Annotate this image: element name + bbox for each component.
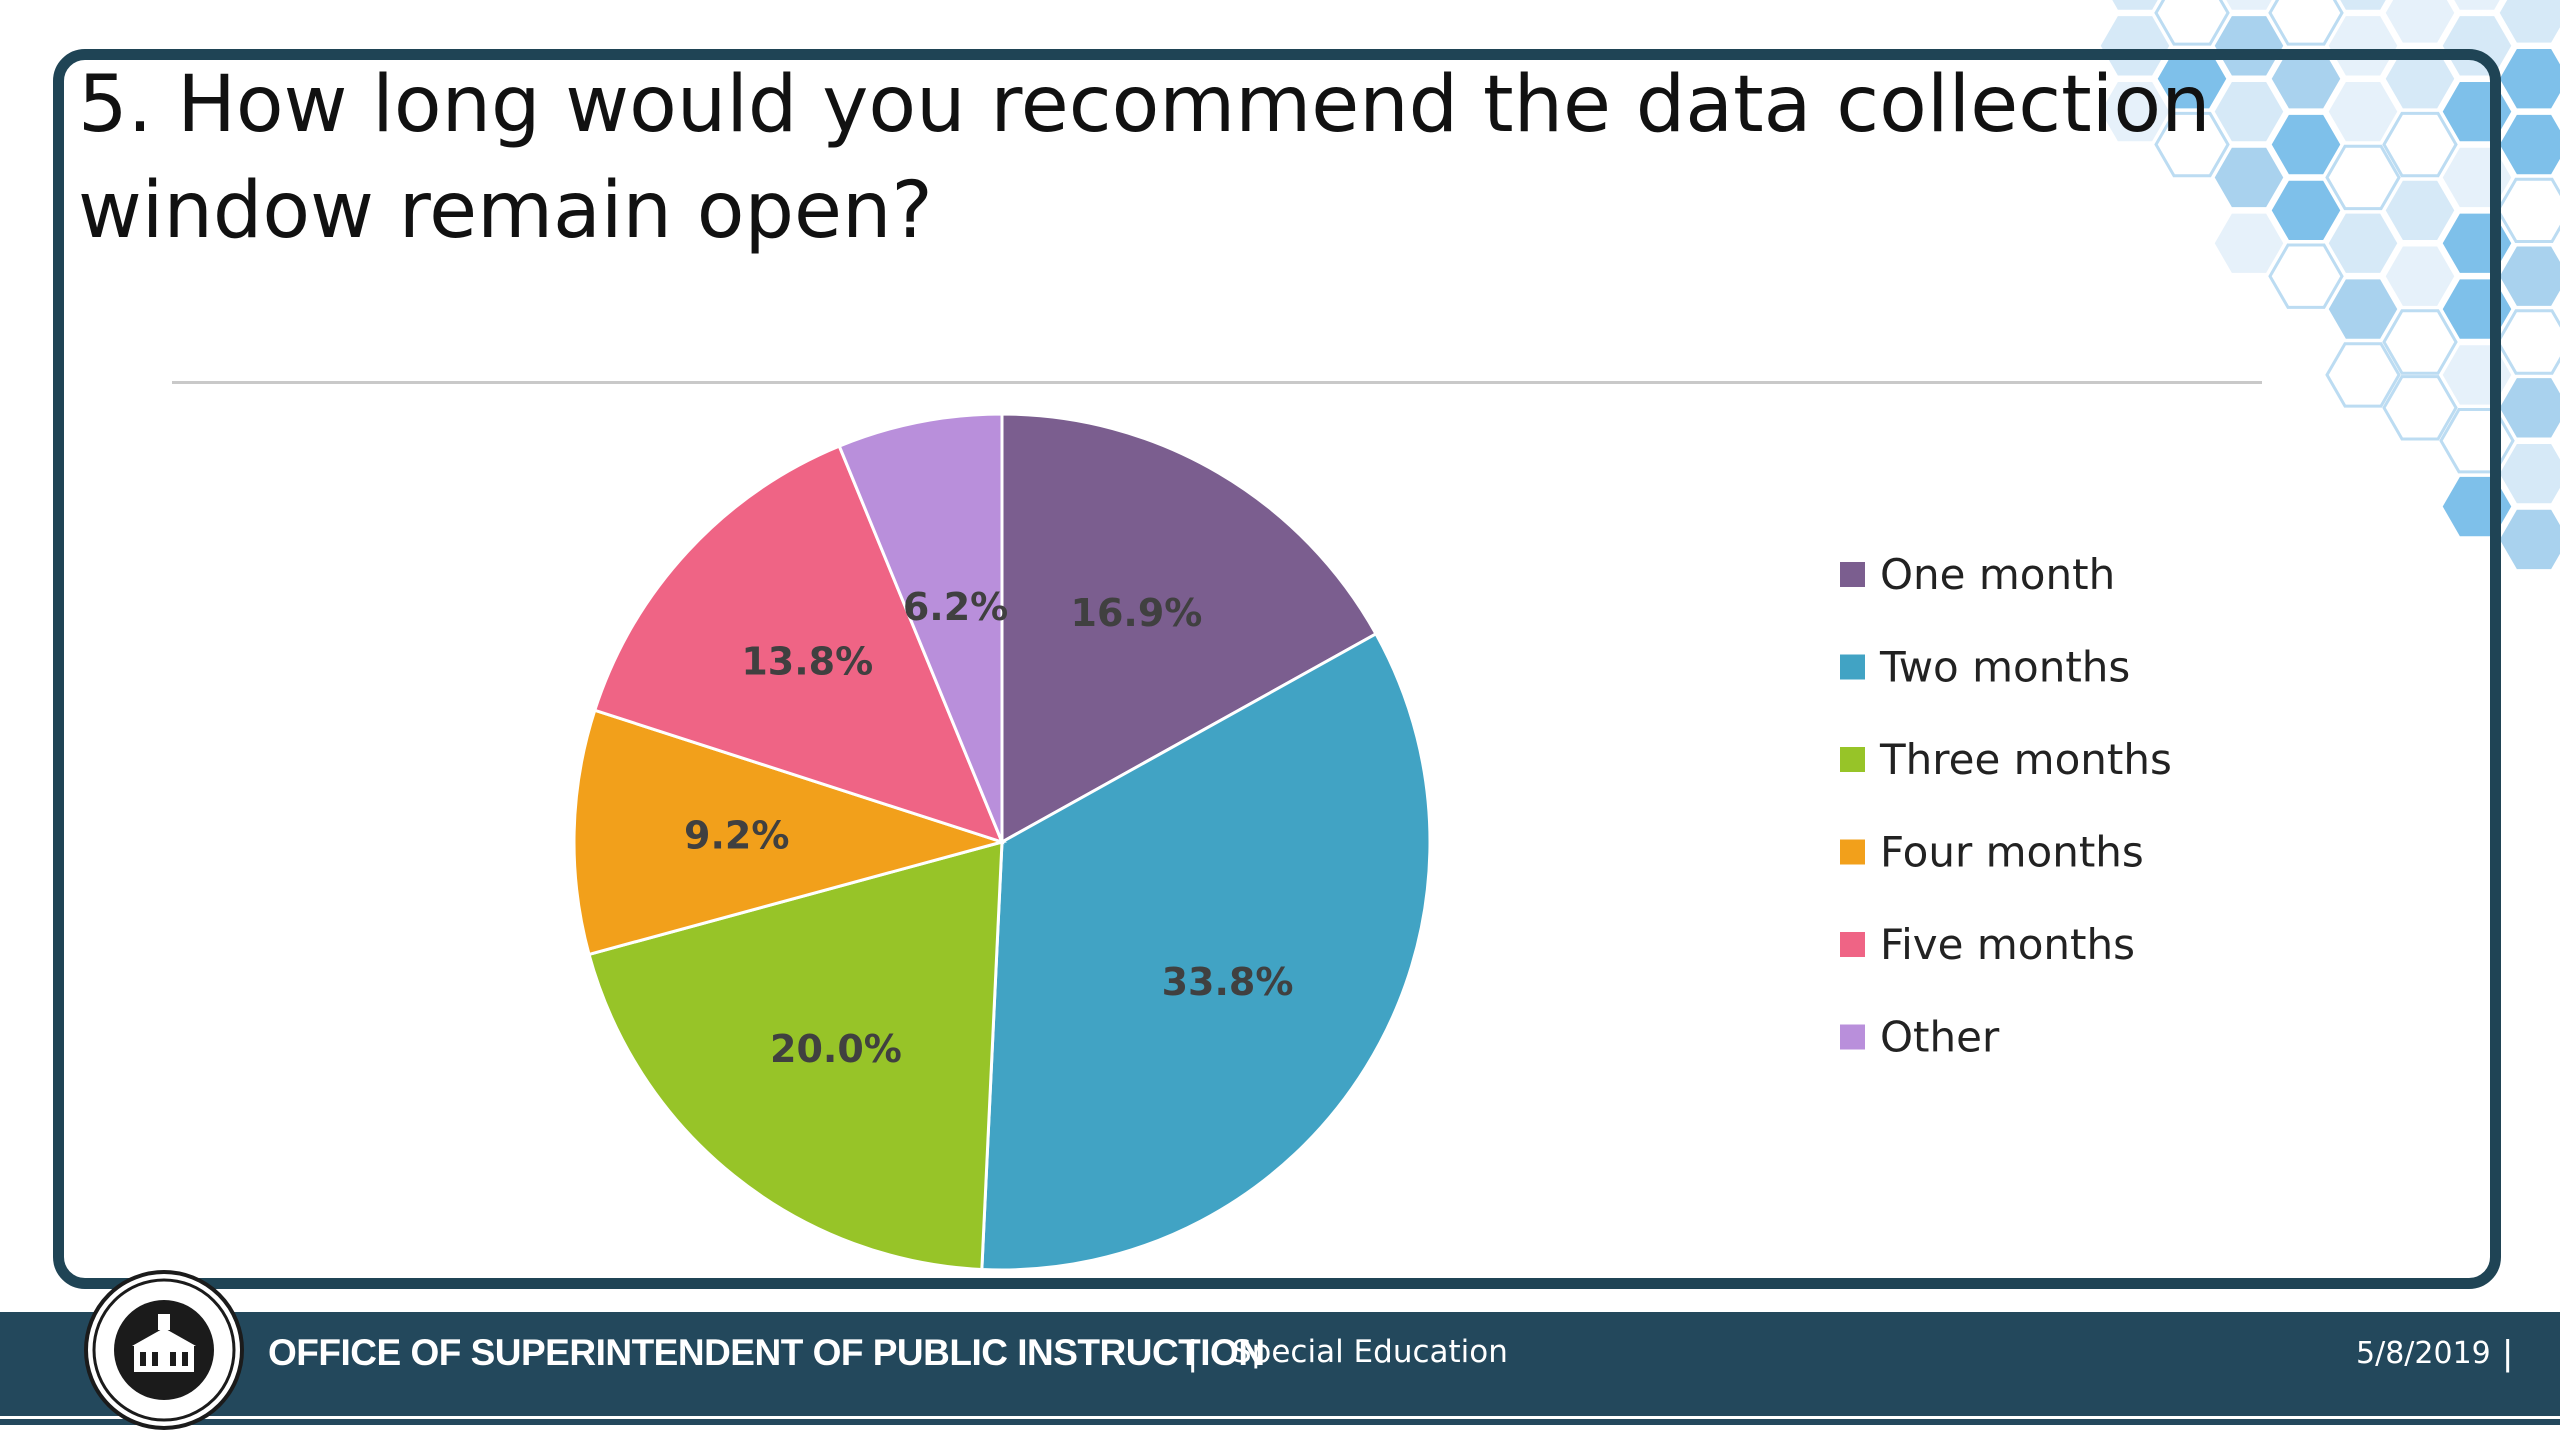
department-name: Special Education bbox=[1232, 1334, 1508, 1370]
footer-separator-end: | bbox=[2503, 1332, 2513, 1373]
legend-swatch bbox=[1840, 932, 1865, 957]
hexagon-tile bbox=[2154, 111, 2230, 178]
hexagon-tile bbox=[2097, 79, 2173, 145]
hexagon-tile bbox=[2097, 13, 2173, 79]
hexagon-tile bbox=[2336, 0, 2390, 13]
legend-label: Two months bbox=[1879, 643, 2130, 692]
legend-label: Five months bbox=[1880, 920, 2135, 969]
pie-slice-two-months bbox=[980, 631, 1432, 1272]
hexagon-tile bbox=[2268, 0, 2344, 46]
hexagon-tile bbox=[2211, 144, 2287, 211]
footer-separator: | bbox=[1188, 1332, 1198, 1373]
hexagon-tile bbox=[2382, 177, 2458, 243]
hexagon-tile bbox=[2382, 46, 2458, 112]
pie-data-labels: 16.9% 33.8% 20.0% 9.2% 13.8% 6.2% bbox=[684, 585, 1293, 1071]
hexagon-tile bbox=[2268, 111, 2344, 178]
legend-swatch bbox=[1840, 839, 1865, 865]
legend-swatch bbox=[1840, 1024, 1865, 1050]
pie-chart: 16.9% 33.8% 20.0% 9.2% 13.8% 6.2% One month Tw… bbox=[572, 412, 2172, 1272]
pie-slice-five-months bbox=[592, 444, 1005, 845]
hexagon-tile bbox=[2268, 177, 2344, 243]
legend-swatch bbox=[1840, 747, 1865, 772]
pie-slices bbox=[572, 412, 1432, 1272]
hexagon-tile bbox=[2382, 243, 2458, 309]
hexagon-tile bbox=[2325, 79, 2401, 145]
hexagon-tile bbox=[2211, 13, 2287, 79]
footer-bar bbox=[0, 1312, 2560, 1416]
content-frame bbox=[53, 49, 2501, 1289]
hexagon-tile bbox=[2154, 0, 2230, 46]
legend-label: Other bbox=[1880, 1013, 2000, 1062]
pie-slice-other bbox=[837, 412, 1004, 843]
hexagon-tile bbox=[2382, 111, 2458, 178]
hexagon-tile bbox=[2211, 210, 2287, 276]
legend-swatch bbox=[1840, 562, 1865, 587]
slide-date: 5/8/2019 bbox=[2356, 1336, 2491, 1371]
title-divider bbox=[172, 381, 2262, 384]
hexagon-tile bbox=[2222, 0, 2276, 13]
pie-slice-one-month bbox=[1000, 412, 1379, 845]
hexagon-tile bbox=[2154, 46, 2230, 112]
pie-slice-three-months bbox=[587, 840, 1004, 1272]
legend-label: Three months bbox=[1879, 735, 2172, 784]
hexagon-tile bbox=[2325, 210, 2401, 276]
seal-icon bbox=[84, 1270, 244, 1430]
hexagon-tile bbox=[2496, 0, 2560, 46]
data-label-four-months: 9.2% bbox=[684, 814, 789, 858]
legend-label: Four months bbox=[1880, 828, 2144, 877]
hexagon-tile bbox=[2450, 0, 2504, 13]
pie-slice-four-months bbox=[572, 708, 1008, 957]
hexagon-tile bbox=[2325, 342, 2401, 408]
data-label-five-months: 13.8% bbox=[741, 640, 873, 684]
legend-swatch bbox=[1840, 654, 1865, 680]
hexagon-tile bbox=[2325, 144, 2401, 211]
data-label-three-months: 20.0% bbox=[770, 1027, 902, 1071]
hexagon-tile bbox=[2382, 309, 2458, 375]
data-label-two-months: 33.8% bbox=[1162, 960, 1294, 1004]
data-label-one-month: 16.9% bbox=[1071, 591, 1203, 635]
hexagon-tile bbox=[2211, 79, 2287, 145]
hexagon-tile bbox=[2108, 0, 2162, 13]
agency-name: OFFICE OF SUPERINTENDENT OF PUBLIC INSTR… bbox=[268, 1332, 1265, 1373]
slide-title: 5. How long would you recommend the data… bbox=[78, 60, 2211, 256]
legend-label: One month bbox=[1880, 550, 2115, 599]
footer-underline bbox=[0, 1419, 2560, 1425]
hexagon-tile bbox=[2325, 13, 2401, 79]
hexagon-tile bbox=[2382, 375, 2458, 441]
hexagon-tile bbox=[2268, 46, 2344, 112]
hexagon-tile bbox=[2325, 276, 2401, 342]
hexagon-tile bbox=[2382, 0, 2458, 46]
data-label-other: 6.2% bbox=[903, 585, 1008, 629]
hexagon-tile bbox=[2268, 243, 2344, 309]
chart-legend: One month Two months Three months Four mont… bbox=[1840, 550, 2172, 1062]
